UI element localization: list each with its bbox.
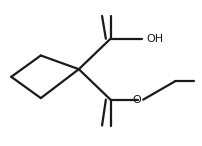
Text: OH: OH [146, 34, 164, 44]
Text: O: O [133, 95, 141, 105]
